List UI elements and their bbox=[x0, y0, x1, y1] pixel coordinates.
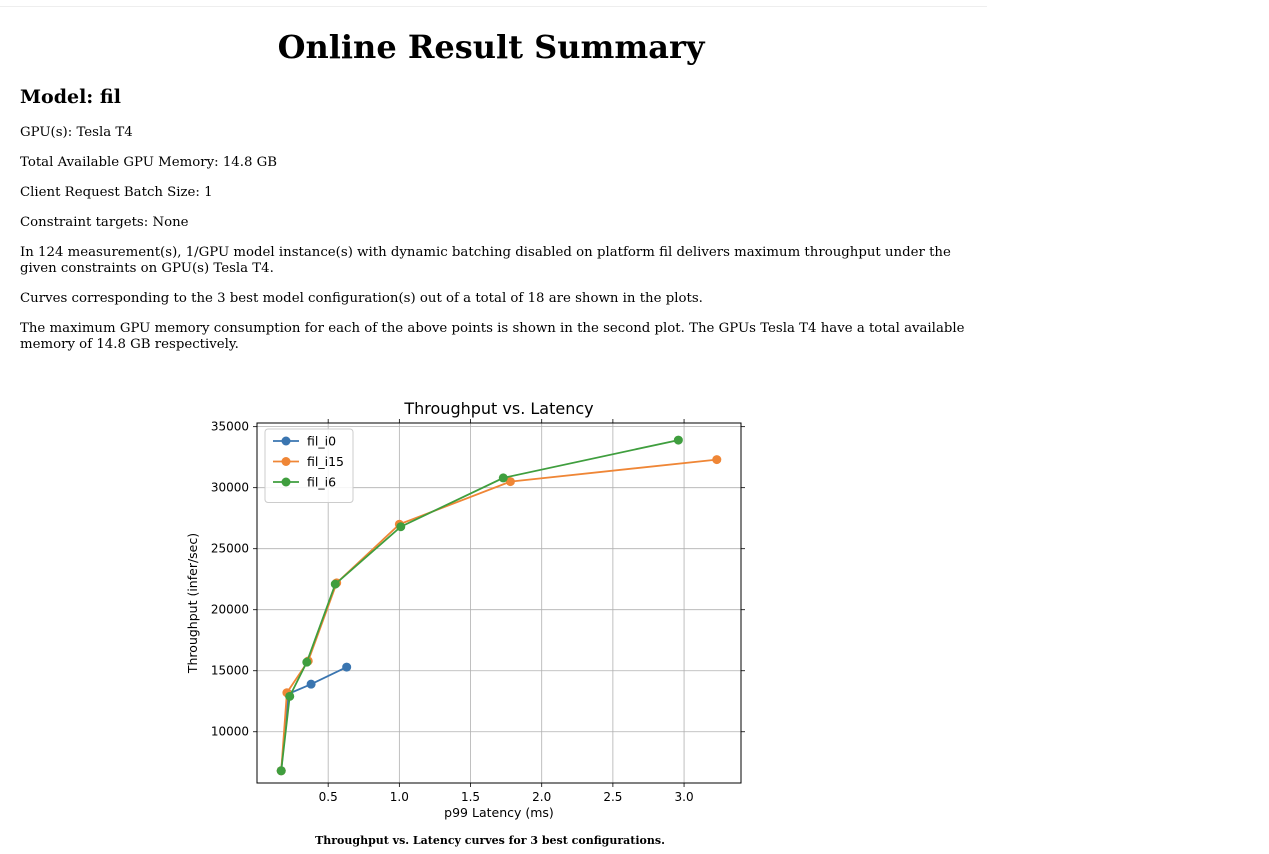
x-tick-label: 1.5 bbox=[461, 790, 480, 804]
memory-line: Total Available GPU Memory: 14.8 GB bbox=[20, 155, 278, 170]
legend-swatch-marker bbox=[281, 457, 291, 466]
batch-size-line: Client Request Batch Size: 1 bbox=[20, 185, 213, 200]
data-point-fil_i15 bbox=[712, 455, 722, 465]
y-tick-label: 25000 bbox=[211, 542, 249, 556]
x-tick-label: 1.0 bbox=[390, 790, 409, 804]
series-line-fil_i15 bbox=[280, 458, 717, 771]
legend-label: fil_i15 bbox=[307, 454, 344, 469]
throughput-latency-chart: 0.5 1.0 1.5 2.0 2.5 3.0 10000 15000 20000 25000 30… bbox=[185, 399, 745, 820]
data-point-fil_i0 bbox=[306, 679, 316, 689]
memory-paragraph: The maximum GPU memory consumption for e… bbox=[20, 321, 965, 352]
x-tick-label: 2.0 bbox=[532, 790, 551, 804]
y-tick-label: 20000 bbox=[211, 603, 249, 617]
page-title: Online Result Summary bbox=[277, 28, 705, 66]
figure-caption: Throughput vs. Latency curves for 3 best… bbox=[315, 834, 665, 847]
data-point-fil_i6 bbox=[285, 691, 295, 701]
data-point-fil_i6 bbox=[396, 522, 406, 532]
x-axis-label: p99 Latency (ms) bbox=[444, 805, 554, 820]
legend-swatch-marker bbox=[281, 477, 291, 487]
gpus-line: GPU(s): Tesla T4 bbox=[20, 125, 133, 140]
y-axis-label: Throughput (infer/sec) bbox=[185, 533, 200, 674]
data-point-fil_i0 bbox=[342, 662, 352, 672]
chart-legend: fil_i0 fil_i15 fil_i6 bbox=[264, 428, 354, 503]
legend-label: fil_i6 bbox=[307, 475, 336, 490]
throughput-latency-figure: 0.5 1.0 1.5 2.0 2.5 3.0 10000 15000 20000 25000 30… bbox=[175, 393, 755, 833]
data-point-fil_i6 bbox=[498, 473, 508, 483]
y-tick-label: 30000 bbox=[211, 481, 249, 495]
constraints-line: Constraint targets: None bbox=[20, 215, 189, 230]
x-tick-label: 0.5 bbox=[319, 790, 338, 804]
curves-paragraph: Curves corresponding to the 3 best model… bbox=[20, 291, 703, 306]
data-point-fil_i6 bbox=[276, 766, 286, 776]
data-point-fil_i6 bbox=[302, 657, 312, 667]
legend-label: fil_i0 bbox=[307, 434, 336, 449]
legend-swatch-marker bbox=[281, 436, 291, 446]
chart-ticks: 0.5 1.0 1.5 2.0 2.5 3.0 10000 15000 20000 25000 30… bbox=[211, 419, 745, 804]
x-tick-label: 3.0 bbox=[675, 790, 694, 804]
plot-frame bbox=[256, 422, 742, 784]
y-tick-label: 10000 bbox=[211, 725, 249, 739]
y-tick-label: 15000 bbox=[211, 664, 249, 678]
top-divider bbox=[0, 6, 987, 7]
y-tick-label: 35000 bbox=[211, 420, 249, 434]
chart-title: Throughput vs. Latency bbox=[403, 399, 593, 418]
x-tick-label: 2.5 bbox=[603, 790, 622, 804]
data-point-fil_i6 bbox=[673, 435, 683, 445]
data-point-fil_i15 bbox=[505, 477, 515, 487]
summary-paragraph: In 124 measurement(s), 1/GPU model insta… bbox=[20, 245, 951, 276]
data-point-fil_i6 bbox=[330, 579, 340, 589]
model-heading: Model: fil bbox=[20, 86, 121, 108]
chart-series bbox=[276, 435, 722, 776]
